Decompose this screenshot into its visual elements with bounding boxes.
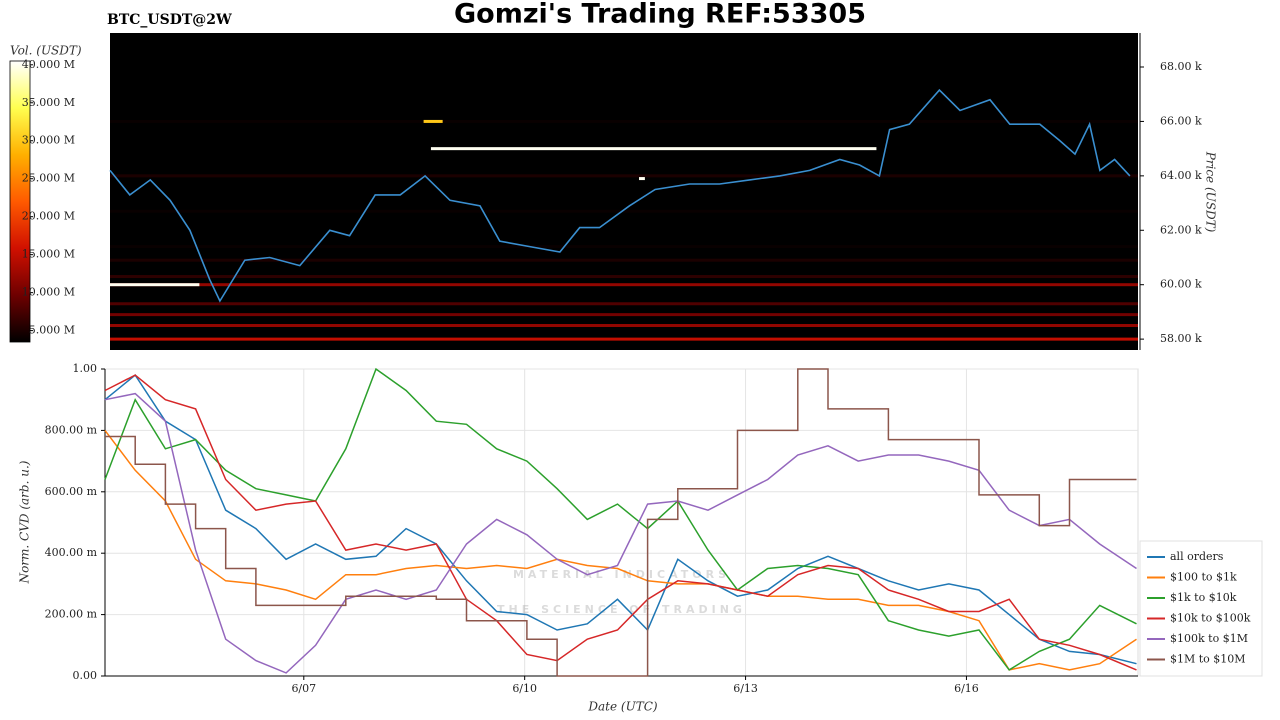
colorbar-tick-label: 5.000 M xyxy=(29,324,75,337)
liquidity-wall xyxy=(423,119,443,123)
cvd-line xyxy=(104,374,1137,671)
symbol-label: BTC_USDT@2W xyxy=(107,12,232,28)
cvd-line xyxy=(104,373,1137,665)
y-tick-label: 200.00 m xyxy=(45,608,98,621)
chart-title: Gomzi's Trading REF:53305 xyxy=(454,0,866,30)
legend-label: all orders xyxy=(1170,550,1224,563)
liquidity-band xyxy=(110,302,1138,306)
colorbar xyxy=(9,60,31,343)
legend-label: $100k to $1M xyxy=(1170,632,1248,645)
x-tick-label: 6/07 xyxy=(291,682,316,695)
y-tick-label: 68.00 k xyxy=(1160,60,1202,73)
cvd-line xyxy=(104,367,1137,671)
plot-background xyxy=(104,368,1139,677)
y-tick-label: 60.00 k xyxy=(1160,278,1202,291)
colorbar-label: Vol. (USDT) xyxy=(10,44,82,58)
liquidity-band xyxy=(110,138,1138,142)
liquidity-band xyxy=(110,245,1138,249)
liquidity-wall xyxy=(639,177,645,181)
y-tick-label: 800.00 m xyxy=(45,423,98,436)
x-tick-label: 6/16 xyxy=(954,682,979,695)
colorbar-tick-label: 15.000 M xyxy=(22,248,75,261)
legend-box xyxy=(1139,540,1263,677)
y-tick-label: 0.00 xyxy=(73,669,98,682)
liquidity-band xyxy=(110,60,1138,64)
y-tick-label: 1.00 xyxy=(73,362,98,375)
liquidity-band xyxy=(110,209,1138,213)
liquidity-band xyxy=(110,283,1138,287)
liquidity-band xyxy=(110,92,1138,96)
colorbar-tick-label: 10.000 M xyxy=(22,286,75,299)
colorbar-tick-label: 20.000 M xyxy=(22,210,75,223)
y-axis-label: Norm. CVD (arb. u.) xyxy=(18,460,32,584)
plot-background xyxy=(110,33,1138,350)
liquidity-band xyxy=(110,275,1138,279)
colorbar-tick-label: 35.000 M xyxy=(22,96,75,109)
y-tick-label: 600.00 m xyxy=(45,485,98,498)
liquidity-wall xyxy=(430,147,877,151)
y-tick-label: 64.00 k xyxy=(1160,169,1202,182)
cvd-line xyxy=(104,429,1137,671)
colorbar-tick-label: 40.000 M xyxy=(22,58,75,71)
legend-label: $1M to $10M xyxy=(1170,653,1246,666)
legend-label: $10k to $100k xyxy=(1170,612,1251,625)
price-line xyxy=(109,88,1131,303)
liquidity-wall xyxy=(110,283,200,287)
liquidity-band xyxy=(110,337,1138,341)
liquidity-band xyxy=(110,258,1138,262)
colorbar-tick-label: 30.000 M xyxy=(22,134,75,147)
y-tick-label: 58.00 k xyxy=(1160,332,1202,345)
cvd-line xyxy=(104,392,1137,674)
y-tick-label: 66.00 k xyxy=(1160,114,1202,127)
y-tick-label: 62.00 k xyxy=(1160,223,1202,236)
legend-label: $100 to $1k xyxy=(1170,571,1237,584)
y-tick-label: 400.00 m xyxy=(45,546,98,559)
watermark: THE SCIENCE OF TRADING xyxy=(497,603,746,616)
legend-label: $1k to $10k xyxy=(1170,591,1237,604)
cvd-line xyxy=(105,368,1137,677)
liquidity-band xyxy=(110,324,1138,328)
x-axis-label: Date (UTC) xyxy=(587,700,657,714)
x-tick-label: 6/10 xyxy=(512,682,537,695)
liquidity-band xyxy=(110,313,1138,317)
colorbar-tick-label: 25.000 M xyxy=(22,172,75,185)
liquidity-band xyxy=(110,174,1138,178)
x-tick-label: 6/13 xyxy=(733,682,758,695)
y-axis-label: Price (USDT) xyxy=(1204,151,1218,233)
liquidity-band xyxy=(110,119,1138,123)
